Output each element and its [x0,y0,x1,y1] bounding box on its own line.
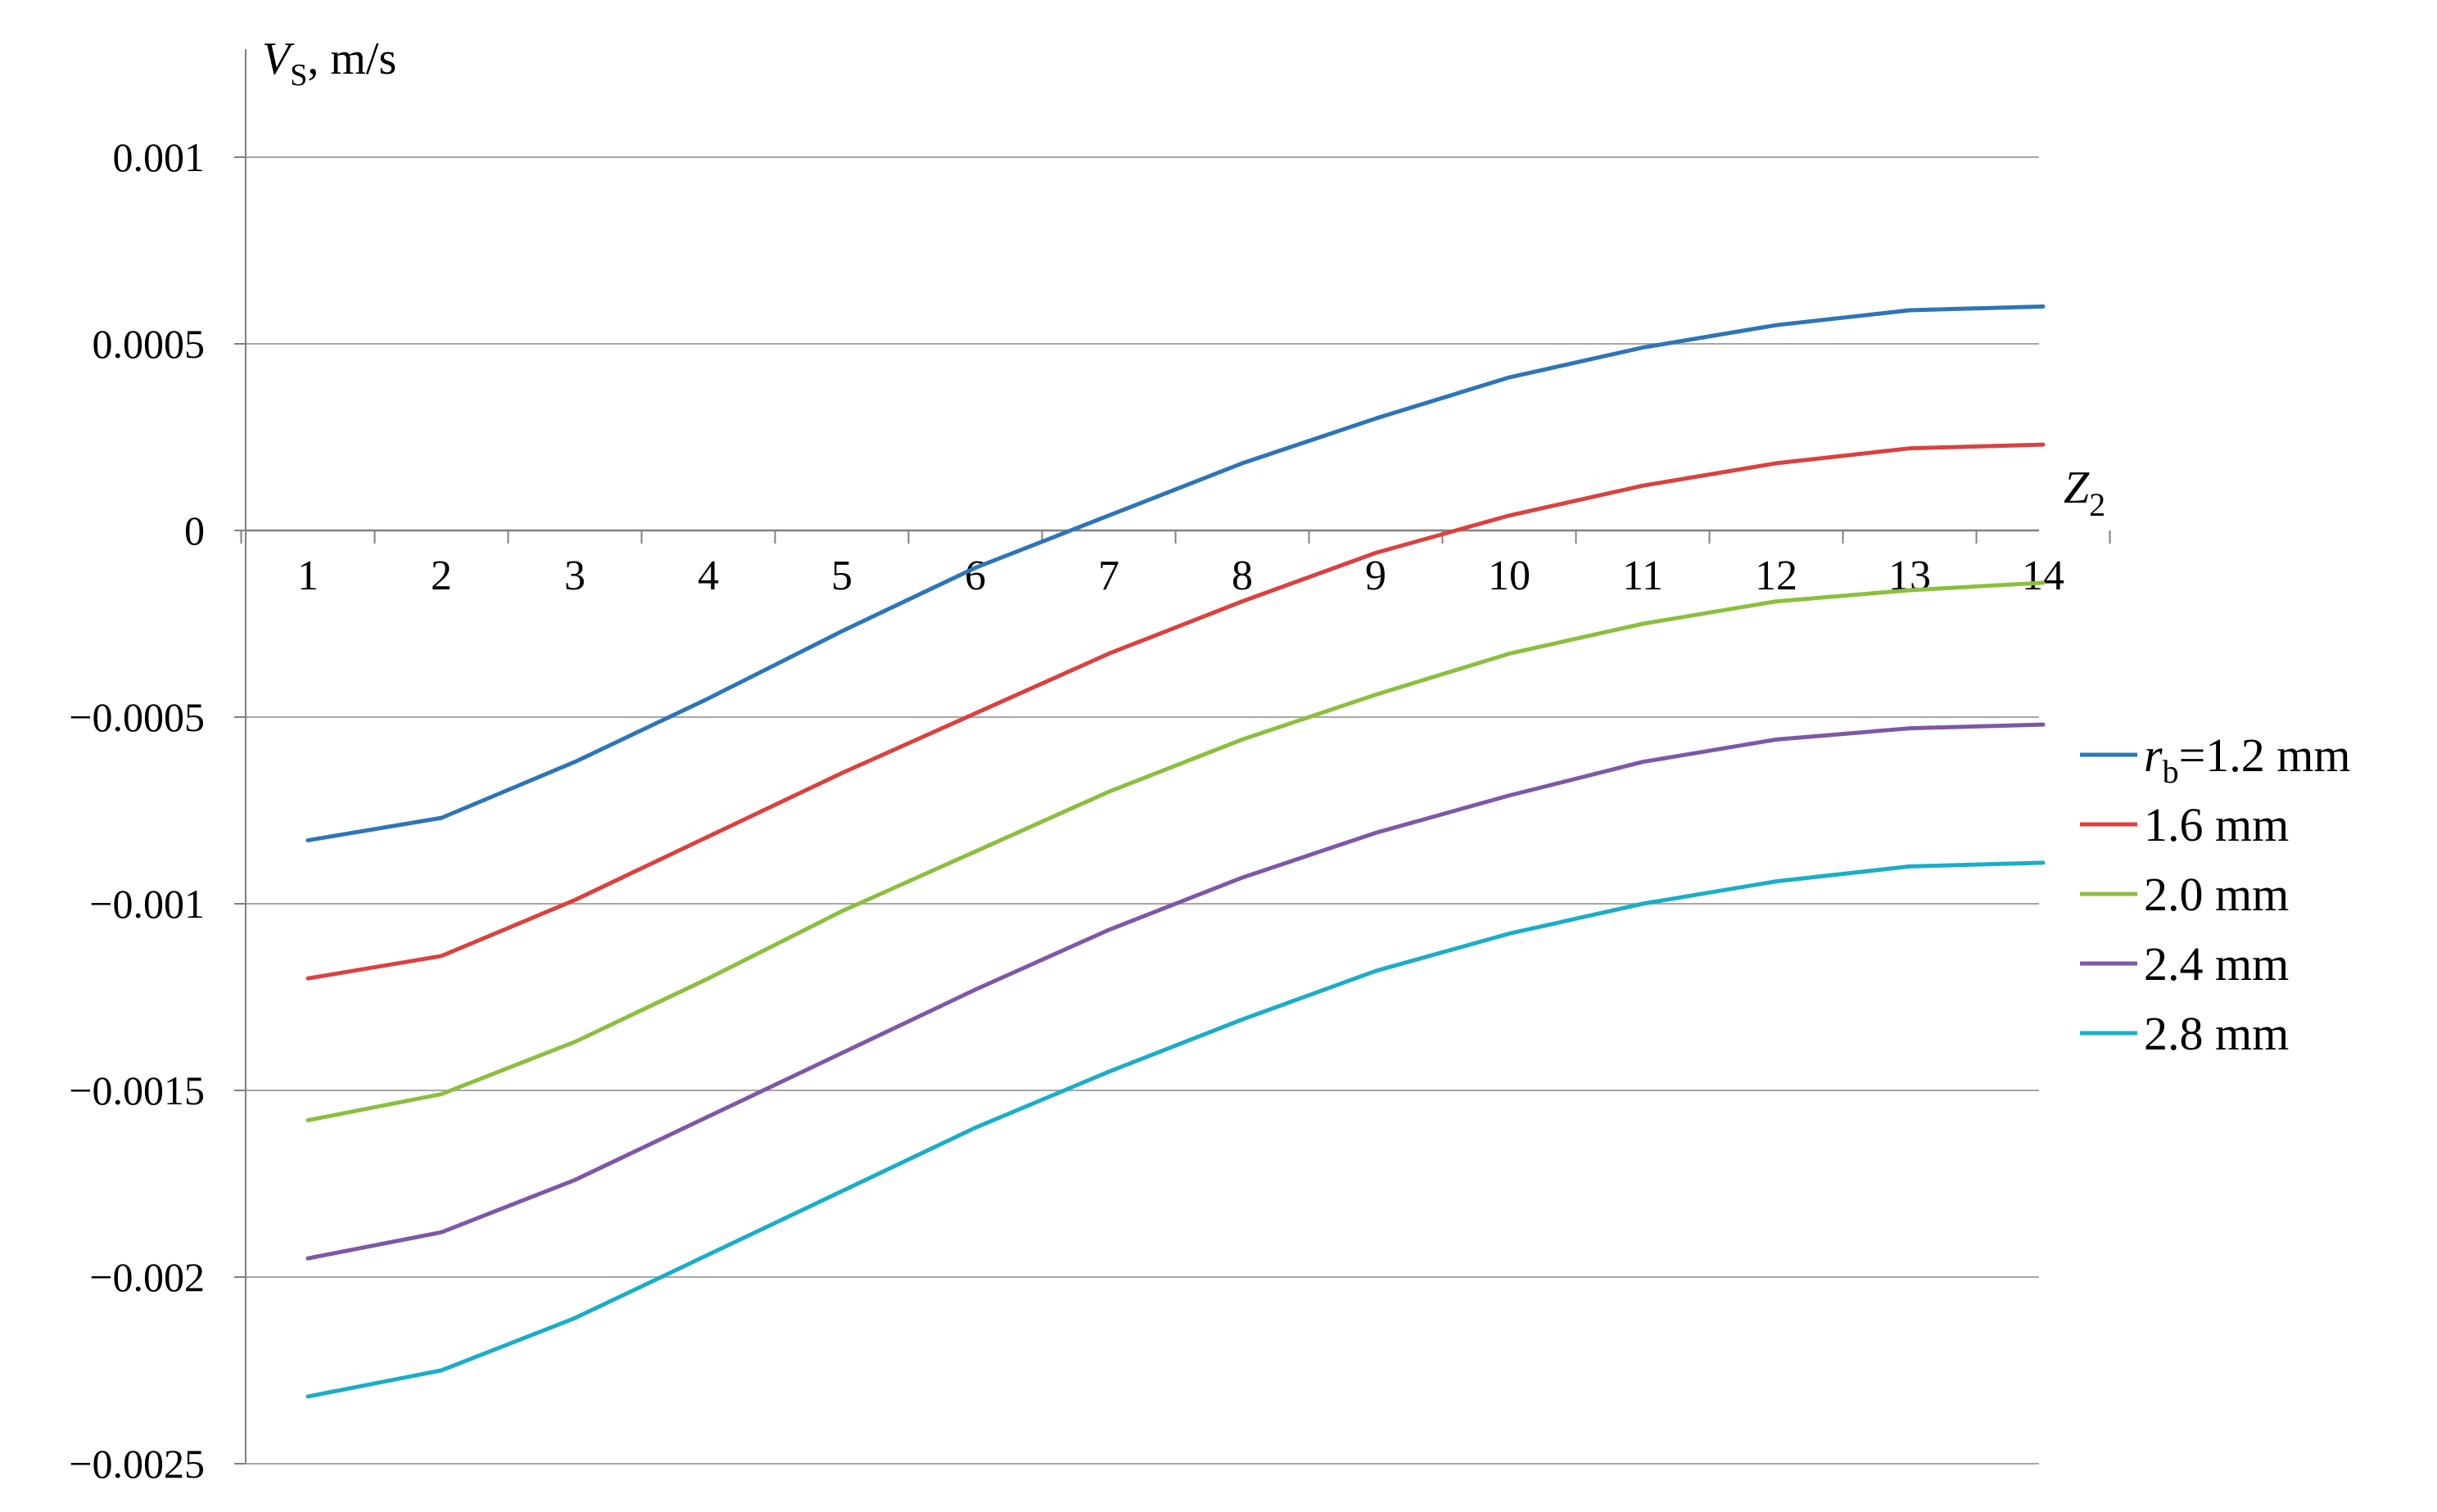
gridlines [246,156,2039,1465]
x-tick-label: 12 [1755,553,1797,599]
series-line [305,860,2046,1399]
legend-label: 2.0 mm [2144,868,2289,921]
legend-title-sub: b [2163,753,2179,790]
x-tick-label: 8 [1232,553,1253,599]
x-tick-label: 10 [1488,553,1530,599]
x-tick-labels: 1 2 3 4 5 6 7 8 9 10 11 12 13 14 [297,553,2064,599]
y-tick-labels: 0.001 0.0005 0 −0.0005 −0.001 −0.0015 −0.002 −0… [69,134,205,1487]
x-axis-var: Z [2064,463,2090,513]
y-axis-sub: S [290,58,307,93]
legend: rb=1.2 mm 1.6 mm 2.0 mm 2.4 mm 2.8 mm [2080,729,2351,1060]
y-tick-label: −0.0015 [69,1067,205,1113]
y-axis-title: VS, m/s [262,34,396,93]
x-tick-label: 6 [965,553,986,599]
x-axis-title: Z2 [2064,463,2105,523]
y-tick-label: −0.001 [89,881,205,927]
x-tick-label: 1 [297,553,319,599]
series-lines [305,304,2046,1399]
legend-label: 2.8 mm [2144,1007,2289,1060]
legend-label: 1.6 mm [2144,798,2289,851]
axes [234,49,2111,1465]
legend-series-name: =1.2 mm [2179,729,2351,782]
series-line [305,722,2046,1261]
y-tick-label: 0.001 [113,134,206,180]
x-axis-sub: 2 [2089,486,2105,523]
legend-label: 2.4 mm [2144,937,2289,991]
x-tick-label: 2 [431,553,452,599]
y-axis-unit: , m/s [307,34,396,84]
y-tick-label: 0 [184,508,205,553]
x-tick-label: 3 [564,553,586,599]
legend-title-var: r [2144,729,2163,782]
x-tick-label: 11 [1622,553,1663,599]
legend-label: rb=1.2 mm [2144,729,2351,790]
y-axis-var: V [262,34,295,84]
x-tick-label: 9 [1365,553,1386,599]
x-tick-label: 14 [2022,553,2064,599]
y-tick-label: 0.0005 [93,321,206,367]
x-tick-label: 4 [698,553,719,599]
x-tick-label: 7 [1098,553,1119,599]
y-tick-label: −0.0025 [69,1441,205,1487]
series-line [305,442,2046,981]
y-tick-label: −0.0005 [69,694,205,740]
x-tick-label: 5 [831,553,852,599]
series-line [305,304,2046,842]
y-tick-label: −0.002 [89,1254,205,1300]
series-line [305,580,2046,1122]
